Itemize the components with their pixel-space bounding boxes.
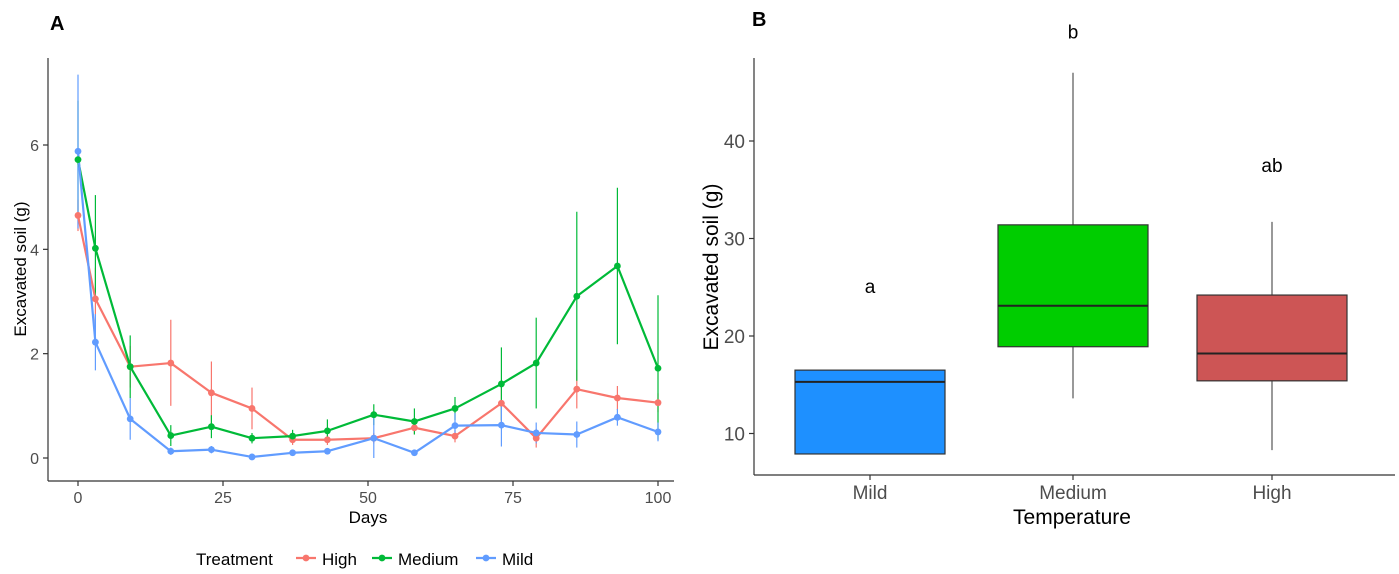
data-point-mild xyxy=(167,447,175,455)
data-point-mild xyxy=(248,453,256,461)
data-point-mild xyxy=(289,449,296,457)
significance-label-medium: b xyxy=(1068,23,1079,44)
data-point-medium xyxy=(92,244,99,252)
data-point-mild xyxy=(654,428,662,436)
series-line-mild xyxy=(76,151,659,459)
panel-a-x-axis-title: Days xyxy=(349,508,388,527)
data-point-high xyxy=(614,394,621,402)
data-point-medium xyxy=(654,364,662,372)
data-point-medium xyxy=(208,423,215,431)
x-tick-label: 50 xyxy=(359,490,377,507)
data-point-medium xyxy=(411,418,418,425)
x-tick-label-high: High xyxy=(1252,483,1291,504)
data-point-medium xyxy=(248,434,256,442)
data-point-medium xyxy=(370,411,378,419)
data-point-mild xyxy=(208,446,215,454)
box-mild xyxy=(794,369,946,455)
legend-swatch-point-medium xyxy=(378,554,386,562)
y-tick-label: 4 xyxy=(30,242,39,259)
data-point-high xyxy=(451,432,459,440)
x-tick-label-medium: Medium xyxy=(1039,483,1107,504)
panel-b-x-axis-title: Temperature xyxy=(1013,506,1131,529)
data-point-medium xyxy=(573,292,581,300)
data-point-mild xyxy=(74,147,82,155)
data-point-mild xyxy=(498,421,505,429)
significance-label-mild: a xyxy=(865,277,876,298)
box-medium xyxy=(997,224,1149,348)
data-point-high xyxy=(92,295,99,303)
data-point-high xyxy=(411,424,418,432)
box-high xyxy=(1196,294,1348,382)
x-tick-label: 75 xyxy=(504,490,522,507)
data-point-medium xyxy=(498,380,505,388)
data-point-medium xyxy=(532,359,540,367)
data-point-mild xyxy=(370,434,378,442)
panel-b-letter: B xyxy=(752,9,766,31)
data-point-mild xyxy=(573,431,581,438)
data-point-mild xyxy=(532,429,540,437)
legend-swatch-point-high xyxy=(302,554,310,562)
legend-entry-mild: Mild xyxy=(502,550,533,569)
data-point-mild xyxy=(324,447,331,455)
x-tick-label: 0 xyxy=(74,490,83,507)
data-point-high xyxy=(324,436,331,444)
data-point-high xyxy=(208,389,215,397)
panel-a-y-axis-title: Excavated soil (g) xyxy=(11,201,30,336)
data-point-medium xyxy=(324,427,331,435)
data-point-mild xyxy=(614,413,621,421)
data-point-medium xyxy=(451,405,459,412)
panel-a-letter: A xyxy=(50,13,64,35)
x-tick-label: 25 xyxy=(214,490,232,507)
data-point-high xyxy=(498,399,505,407)
panel-a-line-chart: 0 25 50 75 100 0 2 4 6 Days Excavated soil (g) xyxy=(11,58,674,527)
y-tick-label: 40 xyxy=(724,132,745,153)
y-tick-label: 2 xyxy=(30,347,39,364)
legend-entry-high: High xyxy=(322,550,357,569)
data-point-mild xyxy=(126,415,134,423)
legend-entry-medium: Medium xyxy=(398,550,458,569)
y-tick-label: 20 xyxy=(724,327,745,348)
data-point-medium xyxy=(289,432,296,440)
legend-title: Treatment xyxy=(196,550,273,569)
data-point-mild xyxy=(411,449,418,457)
x-tick-label-mild: Mild xyxy=(853,483,888,504)
series-line-high xyxy=(76,215,659,441)
data-point-high xyxy=(167,359,175,367)
data-point-medium xyxy=(74,156,82,164)
data-point-medium xyxy=(167,432,175,439)
y-tick-label: 30 xyxy=(724,230,745,251)
data-point-high xyxy=(573,385,581,393)
data-point-high xyxy=(248,405,256,412)
data-point-medium xyxy=(126,363,134,371)
series-line-medium xyxy=(76,159,660,440)
x-tick-label: 100 xyxy=(645,490,672,507)
data-point-mild xyxy=(92,338,99,346)
y-tick-label: 0 xyxy=(30,451,39,468)
legend: Treatment High Medium Mild xyxy=(196,550,533,569)
panel-b-y-axis-title: Excavated soil (g) xyxy=(700,184,723,351)
data-point-high xyxy=(74,212,82,219)
y-tick-label: 10 xyxy=(724,425,745,446)
y-tick-label: 6 xyxy=(30,138,39,155)
data-point-mild xyxy=(451,422,459,430)
data-point-high xyxy=(532,434,540,442)
data-point-high xyxy=(654,399,662,407)
significance-label-high: ab xyxy=(1261,156,1282,177)
data-point-medium xyxy=(614,262,621,270)
legend-swatch-point-mild xyxy=(482,554,490,562)
